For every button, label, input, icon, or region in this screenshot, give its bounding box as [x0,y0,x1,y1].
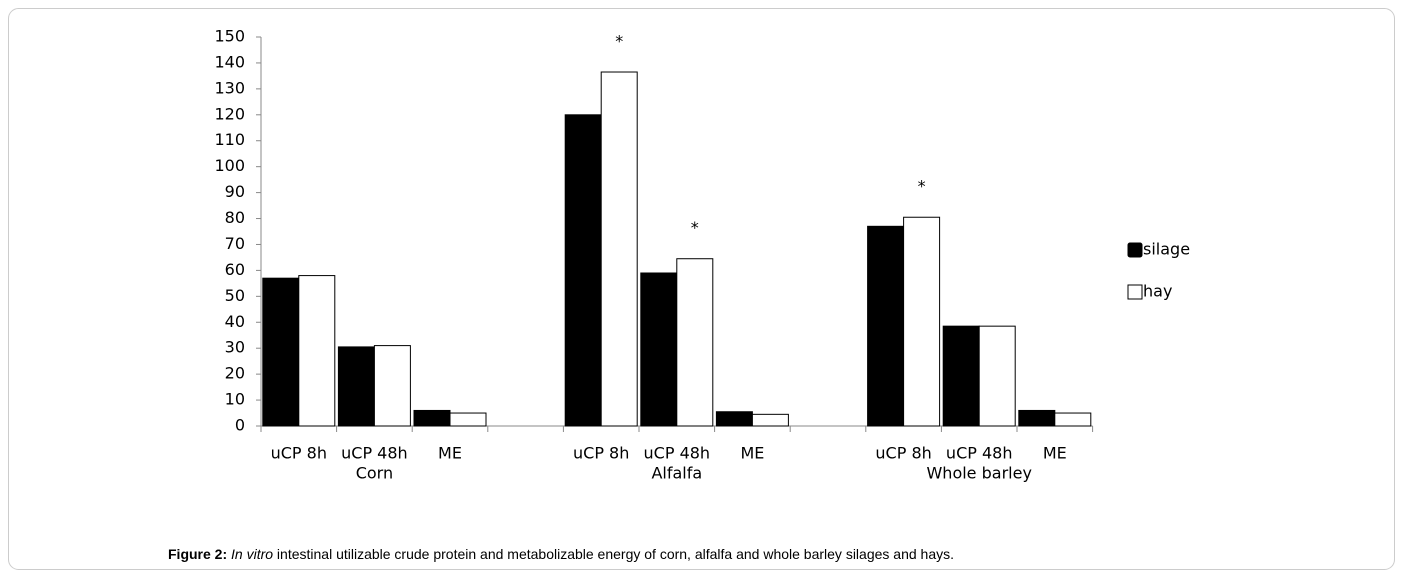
legend-swatch [1127,242,1143,258]
legend-label: silage [1143,240,1190,259]
x-tick-label: ME [1043,444,1067,463]
bar [676,258,714,427]
bar [715,411,753,427]
bar [600,71,638,427]
x-tick-label: uCP 8h [271,444,327,463]
caption-label: Figure 2: [168,546,227,562]
y-tick-label: 20 [225,364,245,383]
y-tick-label: 140 [214,52,245,71]
y-tick-label: 0 [235,416,245,435]
annotation: * [918,177,926,196]
x-tick-label: uCP 48h [644,444,711,463]
bar [640,272,678,427]
legend-label: hay [1143,282,1172,301]
y-tick-label: 80 [225,208,245,227]
y-tick-label: 100 [214,156,245,175]
bar [449,412,487,427]
annotation: * [691,218,699,237]
y-tick-label: 70 [225,234,245,253]
x-tick-label: uCP 48h [946,444,1013,463]
y-tick-label: 40 [225,312,245,331]
y-tick-label: 50 [225,286,245,305]
y-tick-label: 150 [214,27,245,46]
y-tick-label: 110 [214,130,245,149]
bar [751,413,789,427]
bar [1018,409,1056,427]
annotation: * [615,32,623,51]
caption-text: intestinal utilizable crude protein and … [273,546,954,562]
bar [903,216,941,427]
y-tick-label: 90 [225,182,245,201]
bar [373,345,411,427]
bar [1054,412,1092,427]
bar [337,346,375,427]
bar [978,325,1016,427]
group-label: Whole barley [926,464,1031,483]
group-label: Corn [356,464,393,483]
group-label: Alfalfa [651,464,702,483]
y-tick-label: 130 [214,78,245,97]
bar [564,114,602,427]
bar [413,409,451,427]
x-tick-label: uCP 8h [875,444,931,463]
caption: Figure 2: In vitro intestinal utilizable… [168,546,954,562]
y-tick-label: 10 [225,390,245,409]
bar [942,325,980,427]
x-tick-label: ME [438,444,462,463]
y-tick-label: 30 [225,338,245,357]
x-tick-label: ME [740,444,764,463]
x-tick-label: uCP 48h [341,444,408,463]
legend-swatch [1127,284,1143,300]
bar [298,275,336,427]
y-tick-label: 60 [225,260,245,279]
caption-italic: In vitro [231,546,273,562]
y-tick-label: 120 [214,104,245,123]
bar [867,225,905,427]
bar [262,277,300,427]
x-tick-label: uCP 8h [573,444,629,463]
